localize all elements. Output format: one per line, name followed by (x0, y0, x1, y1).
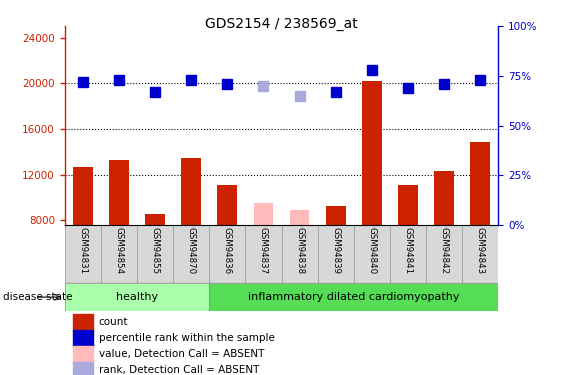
Bar (217, 185, 237, 225)
Bar (65, 283, 209, 311)
Bar (282, 225, 318, 283)
Text: GSM94838: GSM94838 (295, 227, 304, 274)
Bar (390, 225, 426, 283)
Text: inflammatory dilated cardiomyopathy: inflammatory dilated cardiomyopathy (248, 292, 459, 302)
Bar (434, 171, 454, 225)
Bar (109, 160, 129, 225)
Text: rank, Detection Call = ABSENT: rank, Detection Call = ABSENT (99, 365, 259, 375)
Bar (73, 330, 93, 346)
Bar (245, 225, 282, 283)
Bar (426, 225, 462, 283)
Text: GSM94855: GSM94855 (150, 227, 159, 274)
Text: GSM94831: GSM94831 (78, 227, 87, 274)
Text: GSM94843: GSM94843 (476, 227, 485, 274)
Text: GDS2154 / 238569_at: GDS2154 / 238569_at (205, 17, 358, 31)
Text: healthy: healthy (116, 292, 158, 302)
Bar (398, 185, 418, 225)
Bar (101, 225, 137, 283)
Text: GSM94854: GSM94854 (114, 227, 123, 274)
Bar (362, 81, 382, 225)
Text: GSM94841: GSM94841 (404, 227, 413, 274)
Bar (73, 314, 93, 331)
Text: GSM94842: GSM94842 (440, 227, 449, 274)
Bar (173, 225, 209, 283)
Text: disease state: disease state (3, 292, 72, 302)
Text: value, Detection Call = ABSENT: value, Detection Call = ABSENT (99, 349, 264, 359)
Text: GSM94870: GSM94870 (187, 227, 196, 274)
Text: GSM94839: GSM94839 (331, 227, 340, 274)
Bar (73, 346, 93, 363)
Text: GSM94836: GSM94836 (223, 227, 232, 274)
Bar (145, 214, 165, 225)
Bar (462, 225, 498, 283)
Bar (354, 225, 390, 283)
Bar (253, 203, 274, 225)
Bar (137, 225, 173, 283)
Bar (289, 210, 310, 225)
Bar (326, 206, 346, 225)
Bar (470, 142, 490, 225)
Text: GSM94837: GSM94837 (259, 227, 268, 274)
Bar (181, 158, 201, 225)
Bar (73, 362, 93, 375)
Text: percentile rank within the sample: percentile rank within the sample (99, 333, 274, 344)
Bar (73, 167, 93, 225)
Bar (209, 225, 245, 283)
Bar (318, 225, 354, 283)
Bar (209, 283, 498, 311)
Text: count: count (99, 317, 128, 327)
Text: GSM94840: GSM94840 (367, 227, 376, 274)
Bar (65, 225, 101, 283)
